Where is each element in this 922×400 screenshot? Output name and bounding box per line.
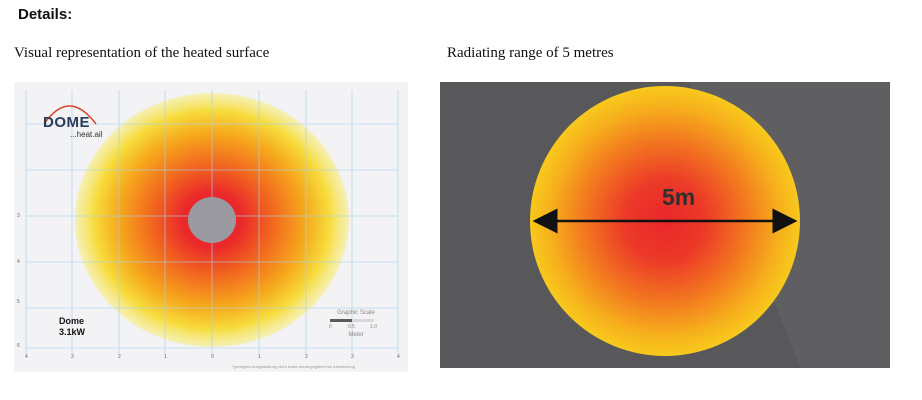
x-tick-label: 2 — [305, 354, 308, 360]
product-power: 3.1kW — [59, 327, 86, 337]
scale-unit: Meter — [348, 332, 364, 338]
y-tick-label: 5 — [17, 299, 20, 305]
scale-tick: 0.5 — [348, 324, 355, 330]
y-tick-label: 3 — [17, 213, 20, 219]
x-tick-label: 1 — [258, 354, 261, 360]
x-tick-label: 1 — [164, 354, 167, 360]
y-tick-label: 4 — [17, 259, 20, 265]
details-heading: Details: — [18, 6, 73, 23]
x-tick-label: 3 — [71, 354, 74, 360]
scale-tick: 0 — [329, 324, 332, 330]
x-tick-label: 0 — [211, 354, 214, 360]
graphic-scale: Graphic Scale 0 0.5 1.0 Meter — [326, 310, 386, 344]
x-tick-label: 4 — [25, 354, 28, 360]
x-tick-label: 3 — [351, 354, 354, 360]
scale-bar — [330, 319, 374, 322]
radiating-range-graphic — [530, 82, 890, 368]
radiating-range-figure: 5m — [440, 82, 890, 368]
heater-center — [188, 197, 236, 243]
logo-arc — [43, 105, 97, 125]
product-name: Dome — [59, 316, 85, 326]
grid-lines — [25, 90, 399, 354]
right-caption: Radiating range of 5 metres — [447, 45, 614, 61]
footnote: *gezeigten Ausgestaltung nicht exakt wie… — [232, 364, 355, 369]
diameter-label: 5m — [662, 184, 696, 210]
logo-text: DOME — [43, 114, 90, 131]
logo-subtext: ...heat.ail — [70, 130, 103, 139]
x-tick-label: 2 — [118, 354, 121, 360]
scale-tick: 1.0 — [370, 324, 377, 330]
left-caption: Visual representation of the heated surf… — [14, 45, 270, 61]
heated-surface-graphic — [25, 90, 399, 354]
x-tick-label: 4 — [397, 354, 400, 360]
heated-surface-figure: DOME ...heat.ail Dome 3.1kW Graphic Scal… — [14, 82, 408, 372]
y-tick-label: 6 — [17, 343, 20, 349]
product-label: Dome 3.1kW — [59, 316, 85, 338]
scale-title: Graphic Scale — [337, 310, 375, 316]
